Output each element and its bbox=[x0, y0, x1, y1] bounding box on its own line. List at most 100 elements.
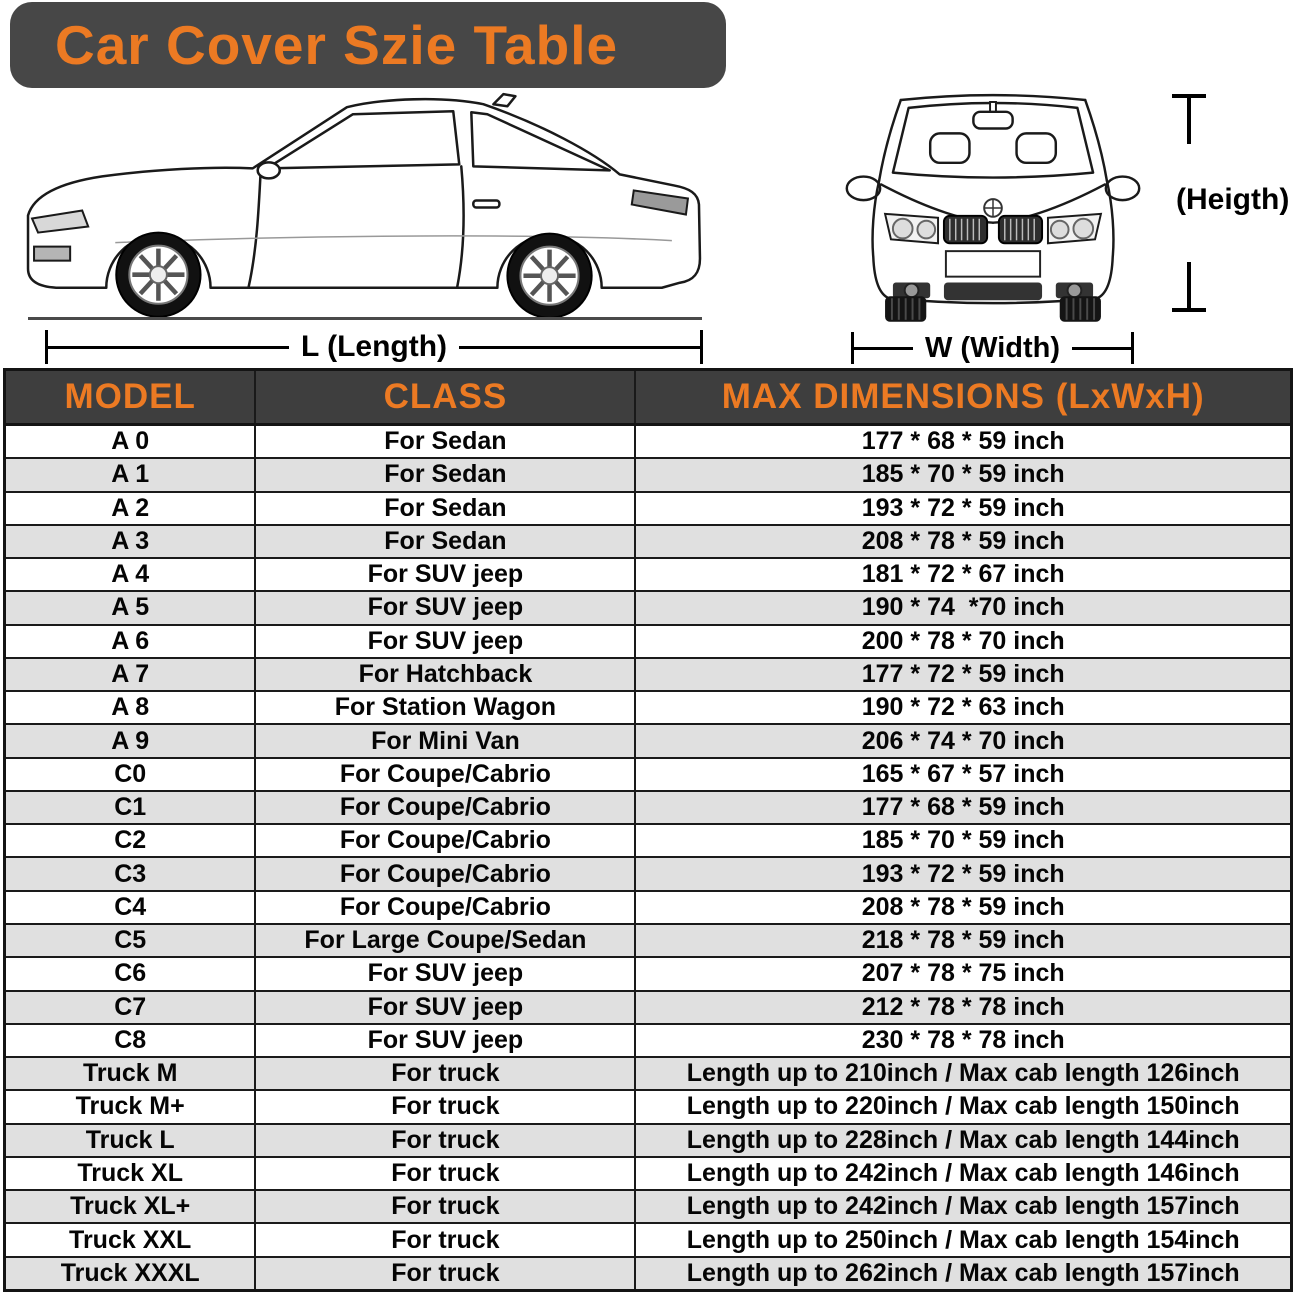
class-cell: For Large Coupe/Sedan bbox=[256, 924, 637, 957]
dimensions-cell: 206 * 74 * 70 inch bbox=[861, 726, 1065, 755]
model-cell: A 2 bbox=[6, 492, 257, 524]
model-cell: C5 bbox=[6, 924, 257, 957]
dimensions-cell: 193 * 72 * 59 inch bbox=[861, 859, 1065, 888]
dimensions-cell: 208 * 78 * 59 inch bbox=[861, 526, 1065, 555]
class-cell: For SUV jeep bbox=[256, 958, 637, 990]
model-cell: A 0 bbox=[6, 426, 257, 458]
table-row: C7 For SUV jeep 212 * 78 * 78 inch bbox=[6, 989, 1290, 1023]
model-cell: C6 bbox=[6, 958, 257, 990]
page-title: Car Cover Szie Table bbox=[55, 14, 619, 76]
dimension-bar bbox=[459, 345, 701, 349]
class-cell: For truck bbox=[256, 1058, 637, 1090]
class-cell: For truck bbox=[256, 1157, 637, 1190]
table-row: A 5 For SUV jeep 190 * 74 *70 inch bbox=[6, 590, 1290, 624]
class-cell: For Coupe/Cabrio bbox=[256, 858, 637, 890]
table-row: A 2 For Sedan 193 * 72 * 59 inch bbox=[6, 490, 1290, 524]
table-row: C2 For Coupe/Cabrio 185 * 70 * 59 inch bbox=[6, 823, 1290, 857]
table-row: A 0 For Sedan 177 * 68 * 59 inch bbox=[6, 426, 1290, 458]
model-cell: A 1 bbox=[6, 459, 257, 491]
class-cell: For Coupe/Cabrio bbox=[256, 891, 637, 923]
width-label: W (Width) bbox=[925, 331, 1061, 364]
ground-line bbox=[28, 317, 702, 320]
dimensions-cell: 200 * 78 * 70 inch bbox=[861, 626, 1065, 655]
class-cell: For Sedan bbox=[256, 525, 637, 558]
dimensions-cell: Length up to 250inch / Max cab length 15… bbox=[686, 1225, 1240, 1254]
model-cell: C1 bbox=[6, 791, 257, 824]
length-dimension: L (Length) bbox=[45, 330, 704, 364]
dimension-bar bbox=[854, 346, 913, 350]
dimensions-cell: Length up to 242inch / Max cab length 14… bbox=[686, 1158, 1240, 1187]
table-row: A 9 For Mini Van 206 * 74 * 70 inch bbox=[6, 723, 1290, 757]
class-cell: For Hatchback bbox=[256, 658, 637, 691]
column-header-class: CLASS bbox=[256, 371, 637, 423]
dimensions-cell: 181 * 72 * 67 inch bbox=[861, 560, 1065, 589]
model-cell: A 6 bbox=[6, 625, 257, 657]
dimension-bar bbox=[1187, 98, 1191, 144]
class-cell: For Coupe/Cabrio bbox=[256, 791, 637, 824]
model-cell: A 5 bbox=[6, 592, 257, 624]
model-cell: A 9 bbox=[6, 725, 257, 757]
dimension-bar bbox=[1187, 262, 1191, 308]
model-cell: Truck L bbox=[6, 1124, 257, 1156]
table-row: C6 For SUV jeep 207 * 78 * 75 inch bbox=[6, 956, 1290, 990]
class-cell: For Sedan bbox=[256, 492, 637, 524]
car-front-view-illustration bbox=[845, 93, 1141, 322]
model-cell: A 4 bbox=[6, 559, 257, 591]
dimensions-cell: 190 * 74 *70 inch bbox=[861, 593, 1065, 622]
dimensions-cell: 185 * 70 * 59 inch bbox=[861, 826, 1065, 855]
model-cell: C0 bbox=[6, 758, 257, 790]
model-cell: A 7 bbox=[6, 658, 257, 691]
table-row: Truck L For truck Length up to 228inch / M… bbox=[6, 1122, 1290, 1156]
height-dimension bbox=[1171, 94, 1207, 312]
class-cell: For truck bbox=[256, 1091, 637, 1123]
size-table: MODEL CLASS MAX DIMENSIONS (LxWxH) A 0 Fo… bbox=[3, 368, 1293, 1292]
dimensions-cell: Length up to 210inch / Max cab length 12… bbox=[686, 1059, 1240, 1088]
dimensions-cell: Length up to 228inch / Max cab length 14… bbox=[686, 1125, 1240, 1154]
model-cell: C4 bbox=[6, 891, 257, 923]
dimension-tick bbox=[1131, 332, 1135, 364]
class-cell: For Sedan bbox=[256, 426, 637, 458]
class-cell: For truck bbox=[256, 1191, 637, 1223]
table-row: A 7 For Hatchback 177 * 72 * 59 inch bbox=[6, 656, 1290, 691]
model-cell: Truck XL bbox=[6, 1157, 257, 1190]
dimensions-cell: 177 * 68 * 59 inch bbox=[861, 427, 1065, 456]
dimensions-cell: 165 * 67 * 57 inch bbox=[861, 759, 1065, 788]
table-row: A 1 For Sedan 185 * 70 * 59 inch bbox=[6, 457, 1290, 491]
dimensions-cell: Length up to 242inch / Max cab length 15… bbox=[686, 1192, 1240, 1221]
class-cell: For truck bbox=[256, 1257, 637, 1289]
class-cell: For truck bbox=[256, 1224, 637, 1256]
model-cell: Truck XXXL bbox=[6, 1257, 257, 1289]
table-body: A 0 For Sedan 177 * 68 * 59 inch A 1 For Sed… bbox=[6, 426, 1290, 1289]
class-cell: For Sedan bbox=[256, 459, 637, 491]
dimension-cap bbox=[1172, 308, 1206, 312]
column-header-model: MODEL bbox=[6, 371, 257, 423]
height-label: (Heigth) bbox=[1176, 183, 1290, 216]
model-cell: Truck XL+ bbox=[6, 1191, 257, 1223]
class-cell: For truck bbox=[256, 1124, 637, 1156]
table-row: Truck XXL For truck Length up to 250inch /… bbox=[6, 1222, 1290, 1256]
front-wheel bbox=[115, 231, 202, 318]
model-cell: A 8 bbox=[6, 692, 257, 724]
model-cell: A 3 bbox=[6, 525, 257, 558]
table-row: C3 For Coupe/Cabrio 193 * 72 * 59 inch bbox=[6, 856, 1290, 890]
dimensions-cell: 218 * 78 * 59 inch bbox=[861, 926, 1065, 955]
class-cell: For Coupe/Cabrio bbox=[256, 758, 637, 790]
dimension-tick bbox=[700, 330, 704, 364]
model-cell: C8 bbox=[6, 1024, 257, 1057]
table-header-row: MODEL CLASS MAX DIMENSIONS (LxWxH) bbox=[6, 371, 1290, 426]
dimensions-cell: 185 * 70 * 59 inch bbox=[861, 460, 1065, 489]
dimensions-cell: 193 * 72 * 59 inch bbox=[861, 493, 1065, 522]
dimensions-cell: 212 * 78 * 78 inch bbox=[861, 992, 1065, 1021]
class-cell: For Mini Van bbox=[256, 725, 637, 757]
column-header-dimensions: MAX DIMENSIONS (LxWxH) bbox=[721, 377, 1205, 416]
dimensions-cell: 208 * 78 * 59 inch bbox=[861, 892, 1065, 921]
table-row: A 6 For SUV jeep 200 * 78 * 70 inch bbox=[6, 623, 1290, 657]
width-dimension: W (Width) bbox=[851, 331, 1135, 364]
table-row: Truck XL For truck Length up to 242inch / … bbox=[6, 1155, 1290, 1190]
dimension-bar bbox=[48, 345, 289, 349]
class-cell: For SUV jeep bbox=[256, 559, 637, 591]
car-side-view-illustration bbox=[26, 92, 702, 319]
rear-wheel bbox=[506, 232, 593, 319]
headlights bbox=[883, 212, 1103, 245]
